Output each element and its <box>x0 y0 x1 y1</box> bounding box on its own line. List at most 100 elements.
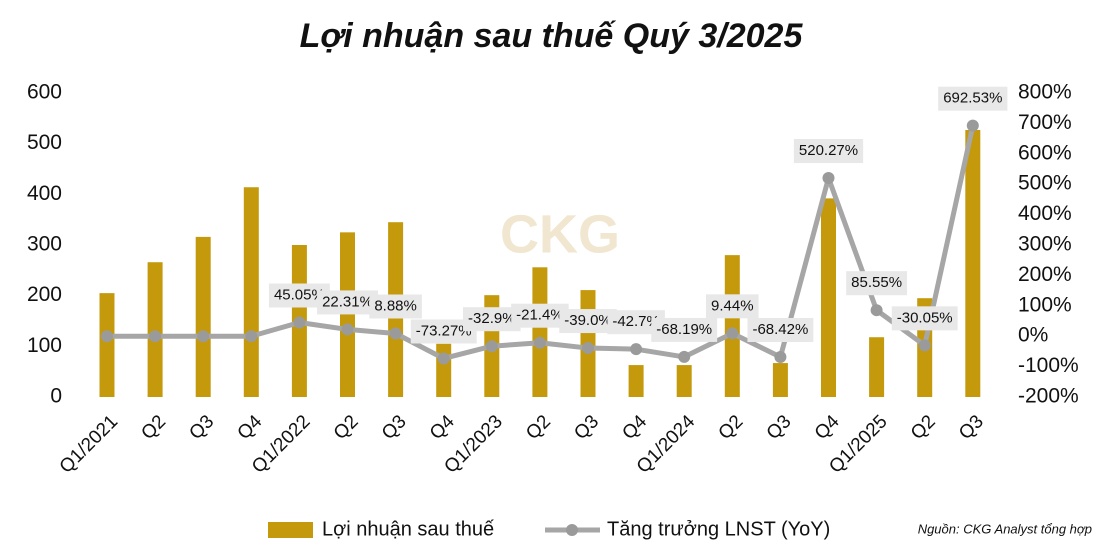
value-label-text: -39.0% <box>564 312 612 329</box>
bar <box>772 363 788 397</box>
x-tick-label: Q3 <box>763 411 796 444</box>
y-tick-label: 300 <box>27 233 62 256</box>
bar <box>436 343 452 397</box>
value-label: 8.88% <box>369 294 422 319</box>
marker <box>485 340 498 353</box>
bar <box>869 337 885 397</box>
value-label: 22.31% <box>317 290 378 315</box>
legend-label: Tăng trưởng LNST (YoY) <box>607 518 830 540</box>
y-tick-label: 100 <box>27 334 62 357</box>
y2-tick-label: 500% <box>1018 172 1072 195</box>
marker <box>149 330 162 343</box>
value-label: -30.05% <box>891 306 958 331</box>
x-tick-label: Q2 <box>522 411 555 444</box>
value-label-box <box>891 306 958 331</box>
y2-tick-label: 400% <box>1018 202 1072 225</box>
value-label-box <box>793 139 864 164</box>
value-label-text: -42.7% <box>612 313 660 330</box>
marker <box>389 327 402 340</box>
bar <box>243 187 259 397</box>
legend-swatch <box>566 524 578 536</box>
bar <box>628 365 644 397</box>
value-label-box <box>369 294 422 319</box>
value-label-box <box>511 303 569 328</box>
x-tick-label: Q3 <box>378 411 411 444</box>
value-label-text: -21.4% <box>516 307 564 324</box>
y2-tick-label: 100% <box>1018 293 1072 316</box>
y2-tick-label: 700% <box>1018 111 1072 134</box>
value-label-box <box>317 290 378 315</box>
x-tick-label: Q3 <box>570 411 603 444</box>
bar <box>676 365 692 397</box>
y-tick-label: 0 <box>50 385 62 408</box>
x-tick-label: Q4 <box>811 411 844 444</box>
value-label: -68.42% <box>747 317 814 342</box>
bar <box>821 198 836 397</box>
value-label-box <box>706 294 759 319</box>
marker <box>293 316 306 329</box>
value-label-text: 9.44% <box>711 297 754 314</box>
value-label-text: 8.88% <box>374 297 417 314</box>
value-label: 520.27% <box>793 139 864 164</box>
marker <box>678 350 691 363</box>
value-label-box <box>938 86 1008 111</box>
marker <box>197 330 210 343</box>
marker <box>726 327 739 340</box>
bar <box>99 293 115 397</box>
x-tick-label: Q4 <box>618 411 651 444</box>
value-label-box <box>651 317 718 342</box>
value-label-text: 520.27% <box>799 142 858 159</box>
value-label-box <box>463 307 521 332</box>
marker <box>774 350 787 363</box>
marker <box>101 330 113 343</box>
x-tick-label: Q4 <box>234 411 267 444</box>
value-label-box <box>747 317 814 342</box>
marker <box>582 342 594 355</box>
marker <box>822 172 835 185</box>
value-label: -32.9% <box>463 307 521 332</box>
marker <box>630 343 643 356</box>
x-tick-label: Q3 <box>955 411 988 444</box>
value-label-text: 45.05% <box>274 286 325 303</box>
marker <box>245 330 258 343</box>
value-label: -73.27% <box>410 319 477 344</box>
marker <box>918 339 931 352</box>
bar <box>532 267 548 397</box>
bar <box>195 236 211 397</box>
y2-tick-label: 600% <box>1018 141 1072 164</box>
y-tick-label: 500 <box>27 131 62 154</box>
x-tick-label: Q4 <box>426 411 459 444</box>
x-tick-label: Q2 <box>330 411 363 444</box>
y-tick-label: 600 <box>27 81 62 104</box>
bar <box>965 129 981 397</box>
x-tick-label: Q2 <box>715 411 748 444</box>
y2-tick-label: 200% <box>1018 263 1072 286</box>
value-label: 692.53% <box>938 86 1008 111</box>
x-tick-label: Q3 <box>186 411 219 444</box>
value-label-text: -73.27% <box>416 322 472 339</box>
value-label-text: 22.31% <box>322 293 373 310</box>
bar <box>147 262 163 397</box>
source-note: Nguồn: CKG Analyst tổng hợp <box>918 521 1092 536</box>
legend-label: Lợi nhuận sau thuế <box>322 518 494 540</box>
value-label-text: -32.9% <box>468 310 516 327</box>
marker <box>870 304 883 317</box>
value-label-text: 692.53% <box>943 90 1002 107</box>
x-tick-label: Q2 <box>907 411 940 444</box>
y-tick-label: 200 <box>27 283 62 306</box>
value-label: 85.55% <box>846 271 908 296</box>
value-label: -39.0% <box>559 309 617 334</box>
value-label: -68.19% <box>651 317 718 342</box>
value-label: 9.44% <box>706 294 759 319</box>
x-tick-label: Q1/2021 <box>56 411 122 477</box>
bar <box>724 255 740 397</box>
watermark: CKG <box>500 204 620 264</box>
y2-tick-label: 300% <box>1018 233 1072 256</box>
x-tick-label: Q2 <box>137 411 170 444</box>
y2-tick-label: 800% <box>1018 81 1072 104</box>
chart-title: Lợi nhuận sau thuế Quý 3/2025 <box>300 17 804 55</box>
y2-tick-label: -200% <box>1018 385 1079 408</box>
legend-swatch <box>268 522 313 538</box>
marker <box>966 119 979 132</box>
